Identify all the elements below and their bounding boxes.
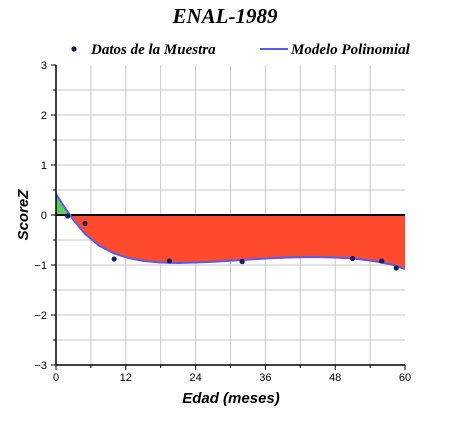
- area-fills: [56, 194, 406, 269]
- y-tick-label: 1: [41, 160, 47, 172]
- x-tick-label: 24: [189, 372, 201, 384]
- data-point: [393, 265, 399, 271]
- x-tick-label: 36: [259, 372, 271, 384]
- data-points: [65, 213, 399, 271]
- data-point: [111, 256, 117, 262]
- data-point: [350, 255, 356, 262]
- y-axis-title: ScoreZ: [15, 189, 32, 241]
- data-point: [82, 220, 88, 227]
- axes: [51, 64, 406, 370]
- area-above-zero: [56, 194, 70, 215]
- y-tick-label: −3: [34, 360, 47, 372]
- x-tick-label: 0: [53, 372, 59, 384]
- y-tick-label: 0: [41, 210, 47, 222]
- legend-label-sample: Datos de la Muestra: [90, 42, 216, 58]
- y-tick-label: 2: [41, 110, 47, 122]
- area-below-zero: [69, 215, 406, 269]
- x-tick-label: 48: [329, 372, 341, 384]
- series-line-model: [55, 193, 406, 270]
- series-lines: [55, 193, 406, 270]
- x-axis-title: Edad (meses): [182, 390, 280, 407]
- y-tick-label: −2: [34, 310, 47, 322]
- x-tick-label: 12: [120, 372, 132, 384]
- data-point: [166, 258, 173, 264]
- x-tick-label: 60: [399, 372, 411, 384]
- legend-label-model: Modelo Polinomial: [290, 42, 411, 58]
- legend-marker-sample: [71, 46, 77, 52]
- data-point: [239, 258, 245, 265]
- legend: Datos de la Muestra Modelo Polinomial: [71, 42, 411, 58]
- data-point: [379, 258, 385, 264]
- grid: [56, 65, 405, 365]
- chart-title: ENAL-1989: [172, 4, 279, 28]
- data-point: [65, 213, 71, 219]
- y-tick-label: −1: [34, 260, 47, 272]
- y-tick-label: 3: [41, 60, 47, 72]
